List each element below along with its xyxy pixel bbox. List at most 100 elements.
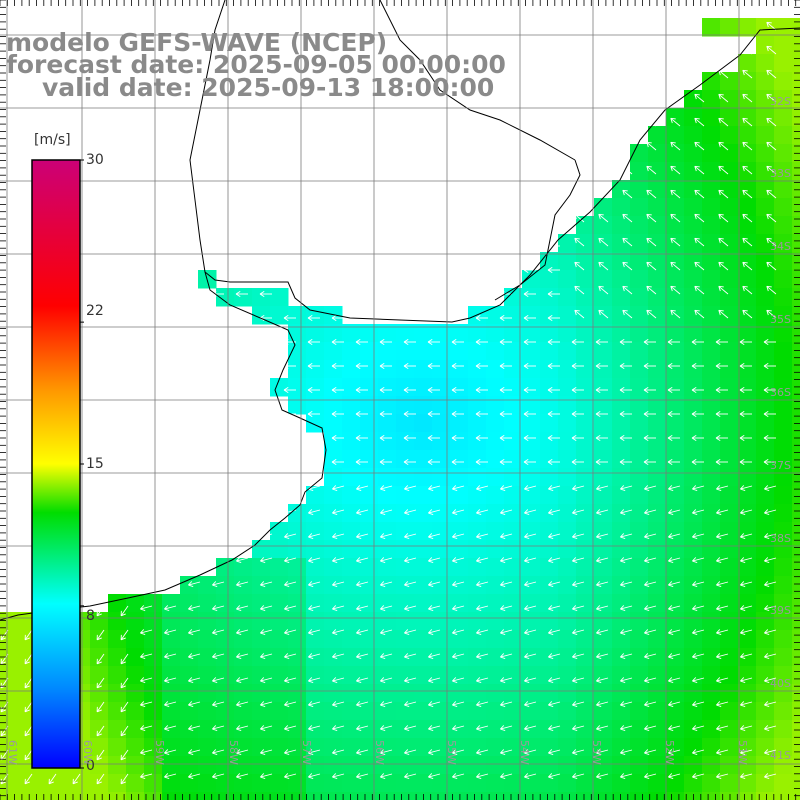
- arrow-icon: [670, 309, 681, 319]
- arrow-icon: [380, 677, 393, 684]
- arrow-icon: [547, 410, 560, 418]
- arrow-icon: [404, 701, 417, 708]
- arrow-icon: [764, 701, 777, 708]
- arrow-icon: [332, 557, 345, 564]
- arrow-icon: [622, 213, 633, 223]
- arrow-icon: [524, 509, 537, 516]
- arrow-icon: [212, 605, 225, 612]
- arrow-icon: [380, 773, 393, 780]
- arrow-icon: [164, 749, 177, 756]
- arrow-icon: [356, 533, 369, 540]
- lon-label-54w: 54W: [518, 740, 531, 765]
- arrow-icon: [740, 533, 753, 540]
- arrow-icon: [646, 141, 657, 151]
- arrow-icon: [619, 458, 632, 466]
- arrow-icon: [332, 653, 345, 660]
- arrow-icon: [332, 485, 345, 492]
- colorbar-tick-15: 15: [86, 456, 104, 472]
- lat-label-34s: 34S: [770, 240, 791, 253]
- arrow-icon: [500, 533, 513, 540]
- arrow-icon: [499, 362, 512, 370]
- arrow-icon: [740, 773, 753, 780]
- arrow-icon: [524, 749, 537, 756]
- arrow-icon: [766, 69, 777, 79]
- arrow-icon: [739, 410, 752, 418]
- arrow-icon: [739, 338, 752, 346]
- arrow-icon: [380, 605, 393, 612]
- arrow-icon: [715, 458, 728, 466]
- arrow-icon: [764, 725, 777, 732]
- arrow-icon: [427, 362, 440, 370]
- lat-label-38s: 38S: [770, 532, 791, 545]
- arrow-icon: [308, 773, 321, 780]
- arrow-icon: [596, 557, 609, 564]
- arrow-icon: [524, 701, 537, 708]
- lon-label-61w: 61W: [6, 740, 19, 765]
- arrow-icon: [140, 677, 153, 684]
- arrow-icon: [739, 386, 752, 394]
- arrow-icon: [212, 581, 225, 588]
- arrow-icon: [766, 285, 777, 295]
- arrow-icon: [691, 458, 704, 466]
- arrow-icon: [524, 605, 537, 612]
- arrow-icon: [164, 701, 177, 708]
- arrow-icon: [332, 533, 345, 540]
- arrow-icon: [547, 338, 560, 346]
- arrow-icon: [739, 458, 752, 466]
- arrow-icon: [404, 533, 417, 540]
- arrow-icon: [595, 362, 608, 370]
- arrow-icon: [691, 410, 704, 418]
- arrow-icon: [692, 557, 705, 564]
- arrow-icon: [670, 237, 681, 247]
- arrow-icon: [356, 557, 369, 564]
- arrow-icon: [452, 773, 465, 780]
- arrow-icon: [598, 237, 609, 247]
- arrow-icon: [740, 677, 753, 684]
- arrow-icon: [598, 309, 609, 319]
- arrow-icon: [212, 749, 225, 756]
- arrow-icon: [96, 677, 105, 689]
- arrow-icon: [644, 557, 657, 564]
- arrow-icon: [500, 485, 513, 492]
- arrow-icon: [620, 677, 633, 684]
- arrow-icon: [763, 434, 776, 442]
- arrow-icon: [766, 189, 777, 199]
- arrow-icon: [692, 725, 705, 732]
- lat-label-32s: 32S: [770, 95, 791, 108]
- arrow-icon: [622, 309, 633, 319]
- arrow-icon: [572, 581, 585, 588]
- arrow-icon: [692, 677, 705, 684]
- arrow-icon: [716, 485, 729, 492]
- arrow-icon: [596, 533, 609, 540]
- arrow-icon: [548, 749, 561, 756]
- arrow-icon: [24, 629, 33, 641]
- arrow-icon: [500, 509, 513, 516]
- arrow-icon: [692, 605, 705, 612]
- arrow-icon: [572, 725, 585, 732]
- lon-label-51w: 51W: [736, 740, 749, 765]
- arrow-icon: [356, 605, 369, 612]
- arrow-icon: [596, 677, 609, 684]
- arrow-icon: [332, 701, 345, 708]
- arrow-icon: [524, 653, 537, 660]
- arrow-icon: [694, 285, 705, 295]
- arrow-icon: [764, 677, 777, 684]
- arrow-icon: [548, 725, 561, 732]
- arrow-icon: [500, 557, 513, 564]
- arrow-icon: [715, 362, 728, 370]
- arrow-icon: [644, 629, 657, 636]
- arrow-icon: [548, 629, 561, 636]
- arrow-icon: [691, 434, 704, 442]
- arrow-icon: [236, 629, 249, 636]
- arrow-icon: [596, 485, 609, 492]
- arrow-icon: [164, 605, 177, 612]
- arrow-icon: [715, 410, 728, 418]
- arrow-icon: [428, 725, 441, 732]
- arrow-icon: [646, 165, 657, 175]
- arrow-icon: [96, 725, 105, 737]
- arrow-icon: [164, 677, 177, 684]
- arrow-icon: [620, 773, 633, 780]
- arrow-icon: [236, 677, 249, 684]
- arrow-icon: [284, 605, 297, 612]
- arrow-icon: [260, 557, 273, 564]
